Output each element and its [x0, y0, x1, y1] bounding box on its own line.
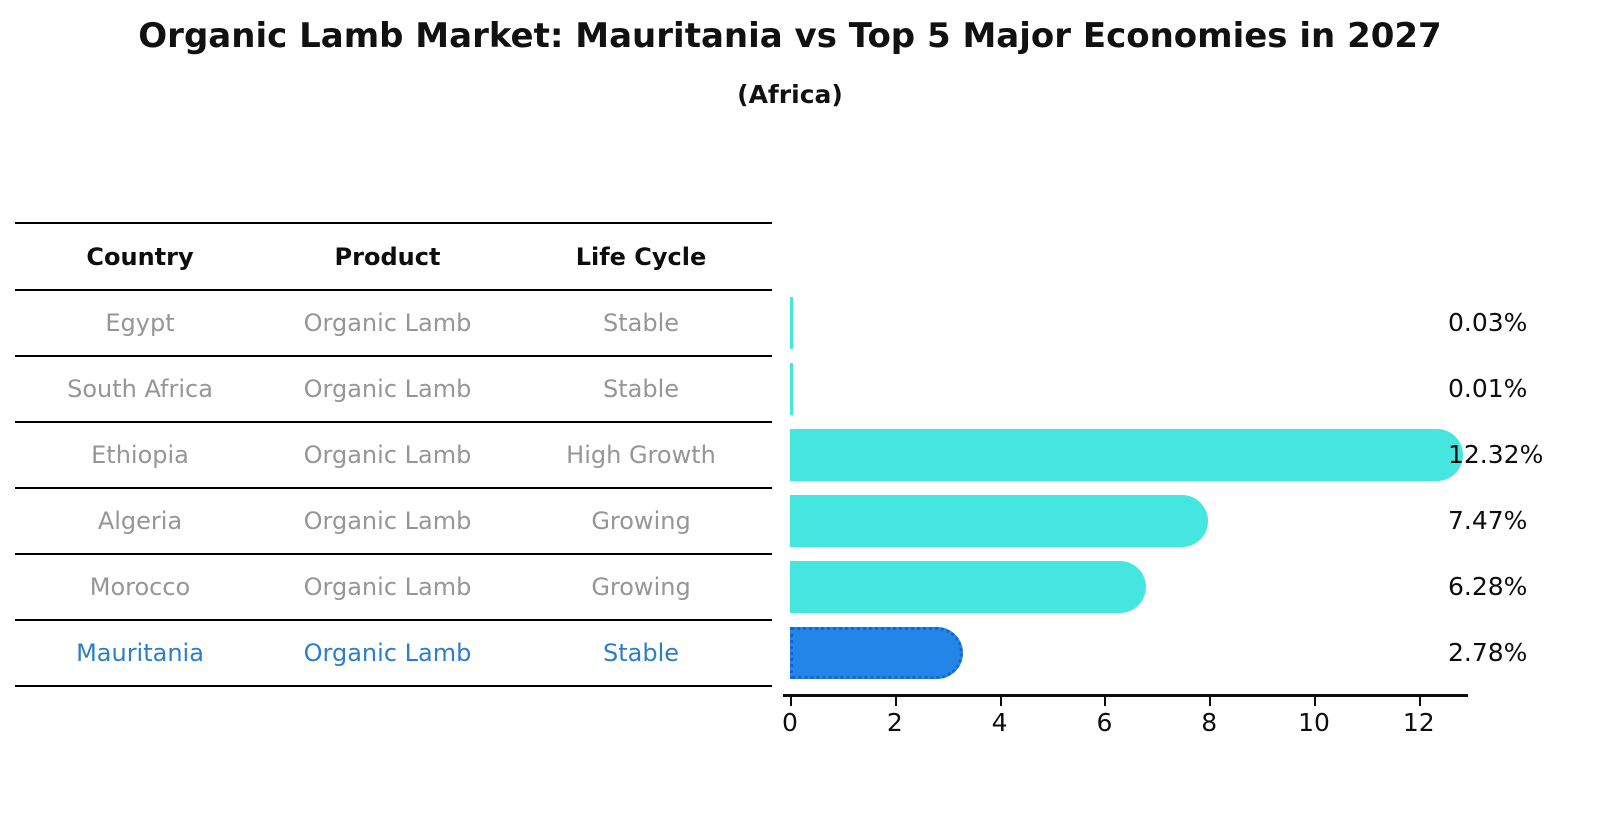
bar-ethiopia	[790, 429, 1463, 481]
x-tick	[790, 697, 792, 706]
x-tick-label: 0	[782, 708, 798, 737]
x-tick	[1418, 697, 1421, 706]
cell-country: Ethiopia	[91, 441, 189, 469]
bar-mauritania	[790, 627, 963, 679]
cell-life-cycle: Stable	[602, 309, 680, 337]
cell-country: Morocco	[89, 573, 191, 601]
value-label: 6.28%	[1448, 572, 1528, 601]
column-header-product: Product	[334, 242, 441, 271]
x-tick-label: 10	[1298, 708, 1330, 737]
cell-country: Mauritania	[76, 639, 204, 667]
cell-product: Organic Lamb	[303, 573, 472, 601]
x-tick-label: 2	[886, 708, 903, 737]
bar-plot-area	[790, 290, 1470, 686]
cell-country: Algeria	[97, 507, 183, 535]
x-tick	[1209, 697, 1212, 706]
table-row: Morocco Organic Lamb Growing	[15, 555, 772, 621]
country-table: Country Product Life Cycle Egypt Organic…	[15, 222, 772, 687]
column-header-country: Country	[86, 242, 194, 271]
value-label: 0.03%	[1448, 308, 1528, 337]
cell-product: Organic Lamb	[303, 309, 472, 337]
value-label: 12.32%	[1448, 440, 1544, 469]
table-row: South Africa Organic Lamb Stable	[15, 357, 772, 423]
bar-row	[790, 422, 1470, 488]
bar-south-africa	[790, 363, 793, 415]
table-row: Algeria Organic Lamb Growing	[15, 489, 772, 555]
column-header-life-cycle: Life Cycle	[575, 242, 707, 271]
chart-title: Organic Lamb Market: Mauritania vs Top 5…	[138, 16, 1442, 56]
bar-morocco	[790, 561, 1147, 613]
x-tick-label: 4	[991, 708, 1008, 737]
x-tick-label: 8	[1201, 708, 1218, 737]
cell-life-cycle: Stable	[602, 639, 680, 667]
cell-life-cycle: Growing	[591, 573, 691, 601]
cell-product: Organic Lamb	[303, 639, 472, 667]
x-tick	[1314, 697, 1316, 706]
bar-row	[790, 356, 1470, 422]
x-tick-label: 12	[1402, 708, 1435, 737]
cell-product: Organic Lamb	[303, 441, 472, 469]
x-tick	[1104, 697, 1107, 706]
cell-life-cycle: Growing	[591, 507, 691, 535]
x-tick	[999, 697, 1002, 706]
table-header-row: Country Product Life Cycle	[15, 224, 772, 291]
value-label: 7.47%	[1448, 506, 1528, 535]
x-tick-label: 6	[1096, 708, 1113, 737]
value-label: 2.78%	[1448, 638, 1528, 667]
bar-egypt	[790, 297, 793, 349]
cell-life-cycle: Stable	[602, 375, 680, 403]
table-row-mauritania: Mauritania Organic Lamb Stable	[15, 621, 772, 687]
table-row: Egypt Organic Lamb Stable	[15, 291, 772, 357]
cell-life-cycle: High Growth	[566, 441, 716, 469]
bar-row	[790, 488, 1470, 554]
bar-row	[790, 554, 1470, 620]
cell-country: Egypt	[105, 309, 175, 337]
bar-row	[790, 290, 1470, 356]
bar-row	[790, 620, 1470, 686]
x-axis-line	[783, 694, 1468, 697]
cell-product: Organic Lamb	[303, 507, 472, 535]
chart-subtitle: (Africa)	[737, 80, 843, 109]
cell-product: Organic Lamb	[303, 375, 472, 403]
table-row: Ethiopia Organic Lamb High Growth	[15, 423, 772, 489]
cell-country: South Africa	[67, 375, 213, 403]
x-tick	[894, 697, 897, 706]
value-label: 0.01%	[1448, 374, 1528, 403]
bar-algeria	[790, 495, 1209, 547]
